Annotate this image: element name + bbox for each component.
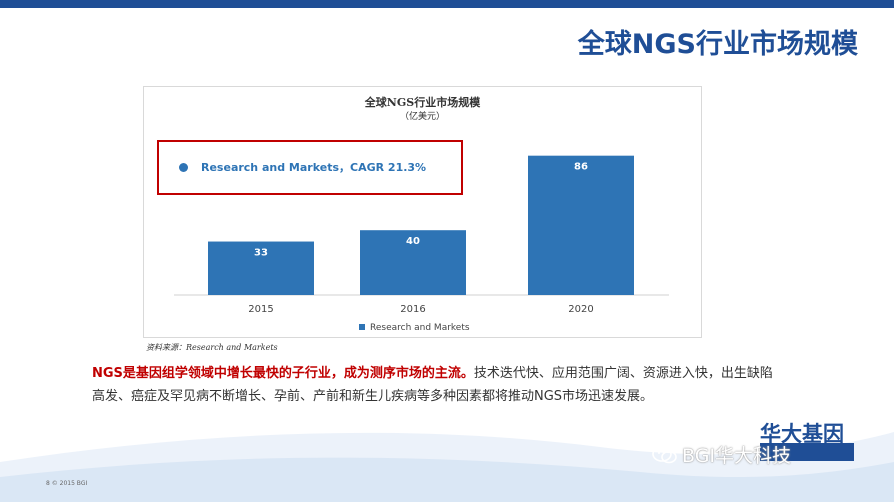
bar-2020 xyxy=(528,155,634,295)
source-note: 资料来源：Research and Markets xyxy=(146,343,278,352)
callout-text: Research and Markets，CAGR 21.3% xyxy=(201,161,427,174)
x-tick-label-2020: 2020 xyxy=(568,304,593,315)
slide-title: 全球NGS行业市场规模 xyxy=(577,29,858,60)
data-label-2016: 40 xyxy=(406,236,420,247)
wechat-icon xyxy=(652,445,677,463)
bullet-icon xyxy=(179,163,188,172)
data-label-2015: 33 xyxy=(254,248,268,259)
legend-label: Research and Markets xyxy=(370,323,470,333)
body-rest: 技术迭代快、应用范围广阔、资源进入快，出生缺陷高发、癌症及罕见病不断增长、孕前、… xyxy=(92,366,773,404)
top-banner xyxy=(0,0,894,8)
body-highlight: NGS是基因组学领域中增长最快的子行业，成为测序市场的主流。 xyxy=(92,366,474,381)
chart-container: 全球NGS行业市场规模 （亿美元） 33 2015 40 2016 86 2020 Rese… xyxy=(143,86,702,338)
watermark: BGI华大科技 xyxy=(652,441,791,468)
legend-swatch xyxy=(359,324,365,330)
brand-logo-bar xyxy=(760,443,854,461)
cagr-callout: Research and Markets，CAGR 21.3% xyxy=(157,140,463,195)
chart-title: 全球NGS行业市场规模 xyxy=(364,96,481,109)
watermark-text: BGI华大科技 xyxy=(682,445,792,467)
x-tick-label-2016: 2016 xyxy=(400,304,425,315)
bar-2015 xyxy=(208,241,314,295)
x-tick-label-2015: 2015 xyxy=(248,304,273,315)
footer-page-number: 8 © 2015 BGI xyxy=(46,480,88,487)
bar-2016 xyxy=(360,230,466,295)
data-label-2020: 86 xyxy=(574,162,588,173)
chart-subtitle: （亿美元） xyxy=(399,112,445,122)
bar-chart: 33 2015 40 2016 86 2020 Research and Markets xyxy=(174,155,669,333)
body-paragraph: NGS是基因组学领域中增长最快的子行业，成为测序市场的主流。技术迭代快、应用范围… xyxy=(92,362,782,408)
brand-logo-text: 华大基因 xyxy=(760,422,844,446)
